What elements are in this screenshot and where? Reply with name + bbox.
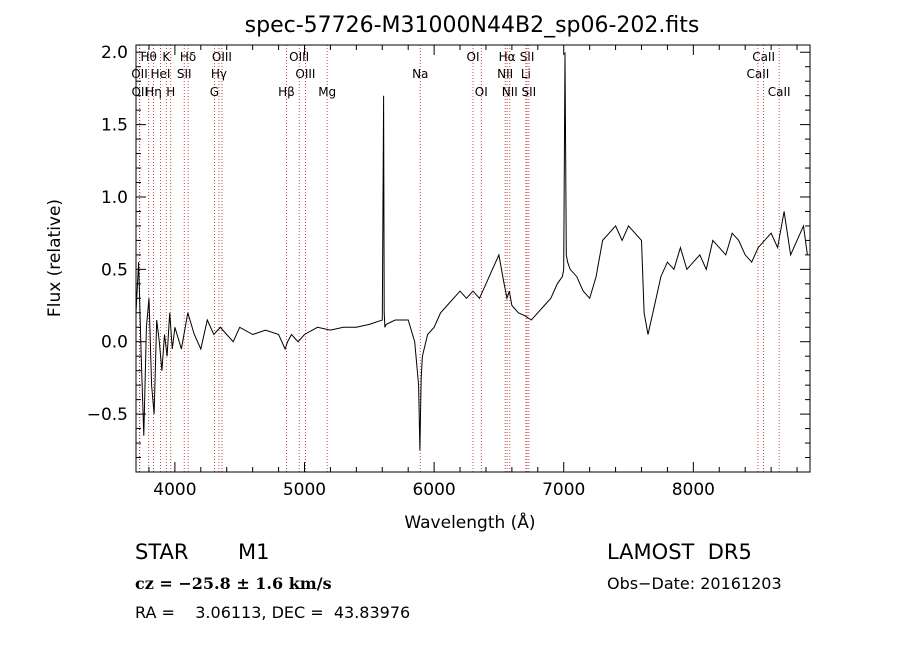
x-tick-label: 6000 [412, 480, 455, 500]
y-tick-label: −0.5 [87, 405, 128, 425]
spectral-line-label: H [166, 85, 175, 99]
y-tick-label: 2.0 [101, 43, 128, 63]
spectral-line-label: SII [520, 50, 535, 64]
y-tick-label: 1.0 [101, 188, 128, 208]
y-tick-label: 1.5 [101, 116, 128, 136]
object-subclass: M1 [238, 540, 270, 564]
spectral-line-label: G [210, 85, 219, 99]
spectral-line-label: OI [475, 85, 488, 99]
observation-date: Obs−Date: 20161203 [607, 574, 782, 593]
y-axis-ticks: −0.5 0.0 0.5 1.0 1.5 2.0 [87, 43, 810, 459]
x-tick-label: 8000 [672, 480, 715, 500]
spectral-line-label: CaII [768, 85, 791, 99]
spectral-line-label: OII [131, 67, 148, 81]
spectral-line-label: NII [502, 85, 518, 99]
spectral-line-label: CaII [746, 67, 769, 81]
spectral-line-label: SII [177, 67, 192, 81]
x-tick-label: 4000 [153, 480, 196, 500]
plot-frame [135, 44, 811, 473]
x-tick-label: 7000 [542, 480, 585, 500]
spectrum-series-line [135, 52, 808, 451]
spectral-line-label: Hγ [211, 67, 227, 81]
spectral-line-label: CaII [752, 50, 775, 64]
spectral-line-label: OI [467, 50, 480, 64]
x-axis-ticks: 4000 5000 6000 7000 8000 [148, 45, 798, 500]
redshift-velocity: cz = −25.8 ± 1.6 km/s [135, 574, 332, 593]
coordinates: RA = 3.06113, DEC = 43.83976 [135, 603, 411, 622]
y-tick-label: 0.5 [101, 260, 128, 280]
spectral-line-label: Hη [145, 85, 162, 99]
spectral-line-label: Hα [499, 50, 516, 64]
spectral-line-label: HeI [151, 67, 171, 81]
spectral-line-markers: Hθ K Hδ OIII OIII OI Hα SII CaII OII HeI SII Hγ OIII N… [131, 45, 791, 472]
spectral-line-label: OIII [289, 50, 309, 64]
object-type: STAR [135, 540, 189, 564]
spectral-line-label: Hθ [141, 50, 157, 64]
survey-name: LAMOST DR5 [607, 540, 752, 564]
spectral-line-label: OIII [295, 67, 315, 81]
chart-title: spec-57726-M31000N44B2_sp06-202.fits [245, 13, 700, 38]
spectral-line-label: Mg [318, 85, 336, 99]
spectral-line-label: SII [522, 85, 537, 99]
y-tick-label: 0.0 [101, 333, 128, 353]
spectral-line-label: Li [521, 67, 531, 81]
spectral-line-label: Na [412, 67, 428, 81]
spectral-line-label: Hβ [278, 85, 295, 99]
spectral-line-label: NII [497, 67, 513, 81]
spectral-line-label: Hδ [180, 50, 196, 64]
spectral-line-label: K [162, 50, 171, 64]
x-tick-label: 5000 [283, 480, 326, 500]
y-axis-label: Flux (relative) [45, 199, 65, 317]
x-axis-label: Wavelength (Å) [404, 511, 535, 533]
spectral-line-label: OIII [212, 50, 232, 64]
